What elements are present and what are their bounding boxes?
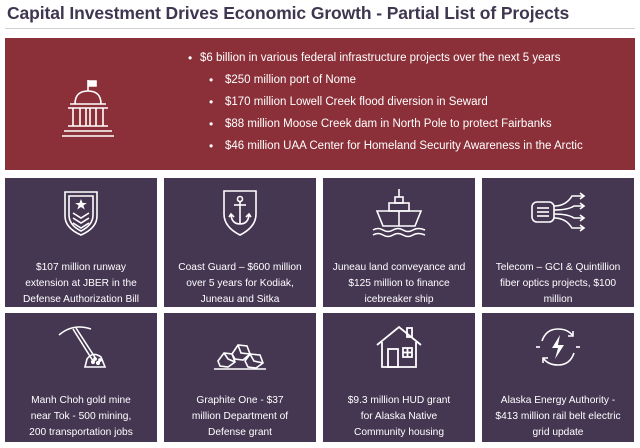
tile-hud-housing: $9.3 million HUD grant for Alaska Native… bbox=[323, 313, 475, 442]
caption-line: Manh Choh gold mine bbox=[31, 395, 131, 406]
tile-caption: $107 million runway extension at JBER in… bbox=[9, 260, 153, 308]
main-bullet: $6 billion in various federal infrastruc… bbox=[185, 51, 583, 74]
caption-line: $107 million runway bbox=[35, 262, 127, 273]
tile-graphite-one: Graphite One - $37 million Department of… bbox=[164, 313, 316, 442]
tile-juneau-icebreaker: Juneau land conveyance and $125 million … bbox=[323, 178, 475, 307]
caption-line: extension at JBER in the bbox=[25, 278, 137, 289]
tile-caption: Alaska Energy Authority - $413 million r… bbox=[486, 393, 630, 441]
tile-telecom-fiber: Telecom – GCI & Quintillion fiber optics… bbox=[482, 178, 634, 321]
capitol-building-icon bbox=[62, 80, 114, 137]
caption-line: Defense grant bbox=[208, 427, 272, 438]
project-bullet-list: $6 billion in various federal infrastruc… bbox=[185, 51, 583, 162]
tile-alaska-energy: Alaska Energy Authority - $413 million r… bbox=[482, 313, 634, 442]
military-chevron-badge-icon bbox=[64, 191, 98, 236]
page-title: Capital Investment Drives Economic Growt… bbox=[7, 3, 570, 23]
pickaxe-ore-icon bbox=[58, 326, 107, 368]
tile-caption: Juneau land conveyance and $125 million … bbox=[327, 260, 471, 308]
caption-line: Juneau land conveyance and bbox=[332, 262, 466, 273]
tile-coast-guard: Coast Guard – $600 million over 5 years … bbox=[164, 178, 316, 307]
caption-line: over 5 years for Kodiak, bbox=[186, 278, 294, 289]
caption-line: icebreaker ship bbox=[364, 294, 434, 305]
tile-caption: Coast Guard – $600 million over 5 years … bbox=[168, 260, 312, 308]
caption-line: Telecom – GCI & Quintillion bbox=[495, 262, 621, 273]
caption-line: Coast Guard – $600 million bbox=[178, 262, 302, 273]
caption-line: $413 million rail belt electric bbox=[495, 411, 621, 422]
caption-line: fiber optics projects, $100 million bbox=[499, 278, 617, 305]
sub-bullet-moose-creek: $88 million Moose Creek dam in North Pol… bbox=[185, 117, 583, 140]
graphite-rocks-icon bbox=[214, 344, 266, 370]
fiber-optic-cable-icon bbox=[531, 192, 586, 232]
icebreaker-ship-icon bbox=[372, 189, 426, 238]
tile-caption: Manh Choh gold mine near Tok - 500 minin… bbox=[9, 393, 153, 441]
sub-bullet-uaa-center: $46 million UAA Center for Homeland Secu… bbox=[185, 139, 583, 162]
project-tiles-grid: $107 million runway extension at JBER in… bbox=[5, 178, 636, 446]
anchor-shield-icon bbox=[223, 190, 257, 236]
tile-caption: Graphite One - $37 million Department of… bbox=[168, 393, 312, 441]
caption-line: Alaska Energy Authority - bbox=[500, 395, 616, 406]
tile-caption: $9.3 million HUD grant for Alaska Native… bbox=[327, 393, 471, 441]
caption-line: $9.3 million HUD grant bbox=[347, 395, 451, 406]
caption-line: Community housing bbox=[353, 427, 445, 438]
tile-jber-runway: $107 million runway extension at JBER in… bbox=[5, 178, 157, 307]
house-icon bbox=[376, 325, 422, 368]
energy-cycle-icon bbox=[536, 328, 580, 366]
caption-line: grid update bbox=[532, 427, 584, 438]
caption-line: Juneau and Sitka bbox=[200, 294, 280, 305]
caption-line: Defense Authorization Bill bbox=[22, 294, 140, 305]
sub-bullet-port-nome: $250 million port of Nome bbox=[185, 73, 583, 96]
caption-line: near Tok - 500 mining, bbox=[30, 411, 132, 422]
caption-line: $125 million to finance bbox=[348, 278, 450, 289]
title-divider bbox=[5, 28, 635, 29]
tile-manh-choh-mine: Manh Choh gold mine near Tok - 500 minin… bbox=[5, 313, 157, 442]
federal-projects-banner: $6 billion in various federal infrastruc… bbox=[5, 38, 635, 170]
caption-line: Graphite One - $37 bbox=[196, 395, 284, 406]
sub-bullet-lowell-creek: $170 million Lowell Creek flood diversio… bbox=[185, 95, 583, 118]
caption-line: for Alaska Native bbox=[360, 411, 438, 422]
caption-line: 200 transportation jobs bbox=[29, 427, 133, 438]
caption-line: million Department of bbox=[191, 411, 289, 422]
